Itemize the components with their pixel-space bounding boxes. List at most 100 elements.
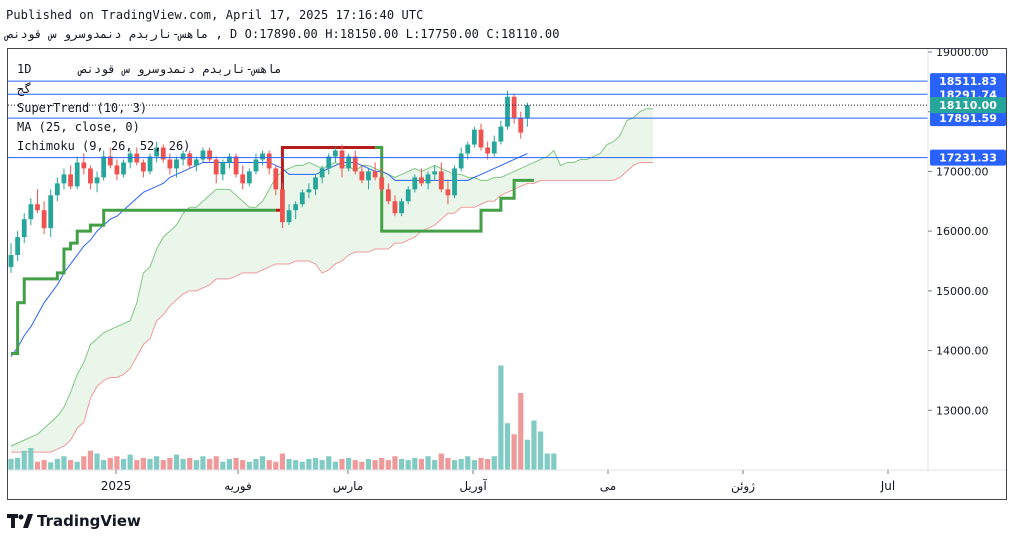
price-line-tag: 18511.83	[939, 75, 997, 88]
legend-interval: 1D	[17, 62, 32, 76]
ohlc-line: ماهس-ناربدم دنمدوسرو س قودنص , D O:17890…	[6, 27, 560, 41]
tradingview-logo[interactable]: TradingView	[7, 512, 141, 530]
volume-bar	[173, 454, 180, 470]
x-tick-label: آوریل	[459, 478, 487, 494]
volume-bar	[372, 460, 378, 470]
volume-bar	[41, 460, 47, 470]
legend-ma[interactable]: MA (25, close, 0)	[17, 120, 140, 134]
volume-bar	[48, 462, 54, 470]
volume-bar	[319, 460, 325, 470]
volume-bar	[8, 459, 14, 470]
candle-body	[472, 129, 477, 145]
volume-bar	[114, 456, 120, 470]
volume-bar	[379, 457, 385, 470]
y-tick-label: 14000.00	[936, 345, 989, 358]
volume-bar	[220, 461, 226, 470]
volume-bar	[101, 460, 107, 470]
volume-bar	[279, 453, 286, 470]
volume-bar	[392, 456, 398, 470]
volume-bar	[134, 460, 140, 470]
volume-bar	[253, 459, 259, 470]
volume-bar	[187, 457, 193, 470]
volume-bar	[246, 461, 252, 470]
candle-body	[200, 150, 206, 160]
legend-supertrend[interactable]: SuperTrend (10, 3)	[17, 101, 148, 115]
volume-bar	[160, 460, 166, 470]
candle-body	[8, 255, 14, 267]
volume-bar	[398, 459, 405, 470]
candle-body	[154, 147, 160, 157]
x-tick-label: ژوئن	[731, 479, 755, 494]
volume-bar	[339, 459, 345, 470]
candle-body	[114, 165, 120, 175]
tradingview-brand: TradingView	[37, 512, 141, 530]
volume-bar	[478, 457, 484, 470]
volume-bar	[193, 460, 199, 470]
candle-body	[392, 201, 398, 214]
candle-body	[41, 210, 47, 229]
candle-body	[160, 147, 166, 160]
candle-body	[167, 159, 173, 169]
volume-bar	[259, 456, 266, 470]
supertrend-line	[375, 146, 534, 233]
volume-bar	[154, 456, 160, 470]
candle-body	[266, 153, 272, 169]
volume-bar	[180, 459, 186, 470]
y-tick-label: 16000.00	[936, 225, 989, 238]
chart-frame[interactable]: 13000.00 14000.00 15000.00 16000.00 17000.00…	[7, 48, 1007, 500]
candle-body	[432, 171, 438, 175]
volume-bar	[511, 434, 517, 470]
volume-bar	[140, 457, 146, 470]
tradingview-logo-icon	[7, 514, 33, 528]
volume-bar	[332, 461, 338, 470]
ichimoku-span-a	[10, 108, 654, 447]
candle-body	[419, 177, 424, 184]
volume-bar	[326, 456, 332, 470]
volume-bar	[81, 456, 87, 470]
legend-ichimoku[interactable]: Ichimoku (9, 26, 52, 26)	[17, 139, 191, 153]
volume-bar	[385, 460, 391, 470]
candle-body	[319, 168, 325, 178]
candle-body	[107, 156, 113, 166]
candle-body	[326, 156, 332, 169]
candle-body	[15, 237, 21, 256]
candle-body	[478, 129, 484, 148]
volume-bar	[544, 453, 550, 470]
price-chart[interactable]: 13000.00 14000.00 15000.00 16000.00 17000.00…	[8, 49, 1006, 499]
volume-bar	[74, 461, 80, 470]
x-tick-label: مارس	[333, 479, 364, 494]
volume-bar	[15, 457, 21, 470]
candle-body	[54, 183, 60, 196]
volume-bar	[346, 457, 352, 470]
supertrend-line	[11, 208, 276, 356]
candle-body	[213, 159, 219, 175]
candle-body	[445, 189, 451, 196]
volume-bar	[147, 459, 153, 470]
volume-bar	[306, 459, 312, 470]
ichimoku-cloud	[11, 108, 654, 453]
volume-bar	[538, 431, 544, 470]
volume-bar	[312, 457, 319, 470]
candle-body	[524, 105, 530, 119]
volume-bar	[273, 461, 279, 470]
candle-body	[293, 204, 299, 211]
volume-bar	[293, 460, 299, 470]
volume-bar	[107, 457, 113, 470]
candle-body	[81, 162, 87, 169]
volume-bar	[491, 456, 497, 470]
volume-bar	[498, 365, 504, 470]
candle-body	[147, 156, 153, 172]
x-tick-label: فوریه	[224, 479, 252, 494]
volume-bar	[359, 461, 365, 470]
volume-bar	[504, 423, 511, 470]
volume-bar	[200, 456, 206, 470]
volume-bar	[405, 460, 411, 470]
volume-bar	[299, 461, 305, 470]
candle-body	[465, 144, 471, 154]
y-tick-label: 17000.00	[936, 165, 989, 178]
volume-bar	[458, 459, 464, 470]
candle-body	[94, 177, 100, 184]
candle-body	[399, 201, 404, 214]
volume-bar	[286, 459, 292, 470]
candle-body	[21, 219, 27, 238]
